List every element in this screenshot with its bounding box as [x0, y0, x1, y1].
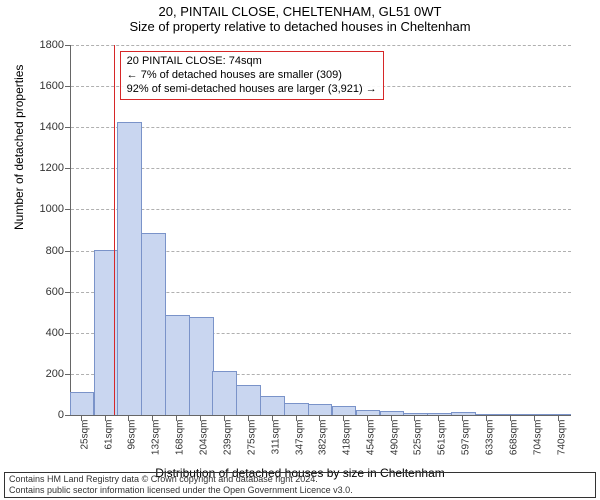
- footer-line1: Contains HM Land Registry data © Crown c…: [9, 474, 591, 485]
- property-size-marker: [114, 45, 115, 415]
- y-tick-label: 400: [26, 327, 64, 339]
- x-tick-label: 168sqm: [175, 420, 186, 456]
- histogram-bar: [332, 406, 357, 415]
- x-tick-label: 132sqm: [151, 420, 162, 456]
- histogram-bar: [498, 414, 523, 415]
- histogram-bar: [451, 412, 476, 415]
- x-tick-label: 490sqm: [390, 420, 401, 456]
- footer-attribution: Contains HM Land Registry data © Crown c…: [4, 472, 596, 498]
- histogram-bar: [212, 371, 237, 415]
- histogram-bar: [117, 122, 142, 415]
- y-tick-label: 0: [26, 409, 64, 421]
- x-tick-label: 311sqm: [270, 420, 281, 455]
- y-tick: [65, 292, 71, 293]
- y-tick-label: 1800: [26, 39, 64, 51]
- grid-line: [71, 168, 571, 169]
- x-tick-label: 454sqm: [366, 420, 377, 456]
- x-tick-label: 382sqm: [318, 420, 329, 456]
- x-tick-label: 740sqm: [556, 420, 567, 456]
- x-tick-label: 239sqm: [222, 420, 233, 456]
- annotation-line3: 92% of semi-detached houses are larger (…: [127, 83, 377, 97]
- histogram-bar: [546, 414, 571, 415]
- y-tick: [65, 86, 71, 87]
- histogram-bar: [475, 414, 500, 415]
- histogram-bar: [403, 413, 428, 415]
- x-tick-label: 418sqm: [342, 420, 353, 456]
- histogram-bar: [70, 392, 95, 415]
- y-tick-label: 800: [26, 245, 64, 257]
- histogram-bar: [427, 413, 452, 415]
- x-tick-label: 204sqm: [199, 420, 210, 456]
- grid-line: [71, 127, 571, 128]
- histogram-bar: [141, 233, 166, 415]
- histogram-bar: [260, 396, 285, 416]
- annotation-box: 20 PINTAIL CLOSE: 74sqm ← 7% of detached…: [120, 51, 384, 100]
- plot-area: 02004006008001000120014001600180025sqm61…: [70, 45, 571, 416]
- x-tick-label: 275sqm: [246, 420, 257, 456]
- title-block: 20, PINTAIL CLOSE, CHELTENHAM, GL51 0WT …: [0, 4, 600, 34]
- y-tick: [65, 45, 71, 46]
- histogram-bar: [165, 315, 190, 415]
- grid-line: [71, 209, 571, 210]
- y-tick-label: 1400: [26, 121, 64, 133]
- y-tick: [65, 415, 71, 416]
- y-tick: [65, 127, 71, 128]
- annotation-line2: ← 7% of detached houses are smaller (309…: [127, 69, 377, 83]
- y-tick-label: 1000: [26, 203, 64, 215]
- x-tick-label: 61sqm: [104, 420, 115, 450]
- y-tick: [65, 168, 71, 169]
- title-subtitle: Size of property relative to detached ho…: [0, 19, 600, 34]
- x-tick-label: 668sqm: [508, 420, 519, 456]
- x-tick-label: 597sqm: [461, 420, 472, 456]
- y-tick-label: 1600: [26, 80, 64, 92]
- grid-line: [71, 45, 571, 46]
- footer-line2: Contains public sector information licen…: [9, 485, 591, 496]
- chart-container: 20, PINTAIL CLOSE, CHELTENHAM, GL51 0WT …: [0, 0, 600, 500]
- y-tick-label: 200: [26, 368, 64, 380]
- x-tick-label: 25sqm: [80, 420, 91, 450]
- histogram-bar: [522, 414, 547, 415]
- y-tick-label: 1200: [26, 162, 64, 174]
- y-tick: [65, 209, 71, 210]
- histogram-bar: [308, 404, 333, 415]
- annotation-line1: 20 PINTAIL CLOSE: 74sqm: [127, 55, 377, 69]
- histogram-bar: [236, 385, 261, 415]
- y-tick-label: 600: [26, 286, 64, 298]
- x-tick-label: 96sqm: [127, 420, 138, 450]
- x-tick-label: 633sqm: [485, 420, 496, 456]
- histogram-bar: [284, 403, 309, 415]
- y-tick: [65, 251, 71, 252]
- histogram-bar: [189, 317, 214, 415]
- y-axis-label: Number of detached properties: [12, 65, 26, 230]
- y-tick: [65, 333, 71, 334]
- y-tick: [65, 374, 71, 375]
- x-tick-label: 704sqm: [532, 420, 543, 456]
- x-tick-label: 561sqm: [437, 420, 448, 456]
- x-tick-label: 347sqm: [294, 420, 305, 456]
- title-address: 20, PINTAIL CLOSE, CHELTENHAM, GL51 0WT: [0, 4, 600, 19]
- x-tick-label: 525sqm: [413, 420, 424, 456]
